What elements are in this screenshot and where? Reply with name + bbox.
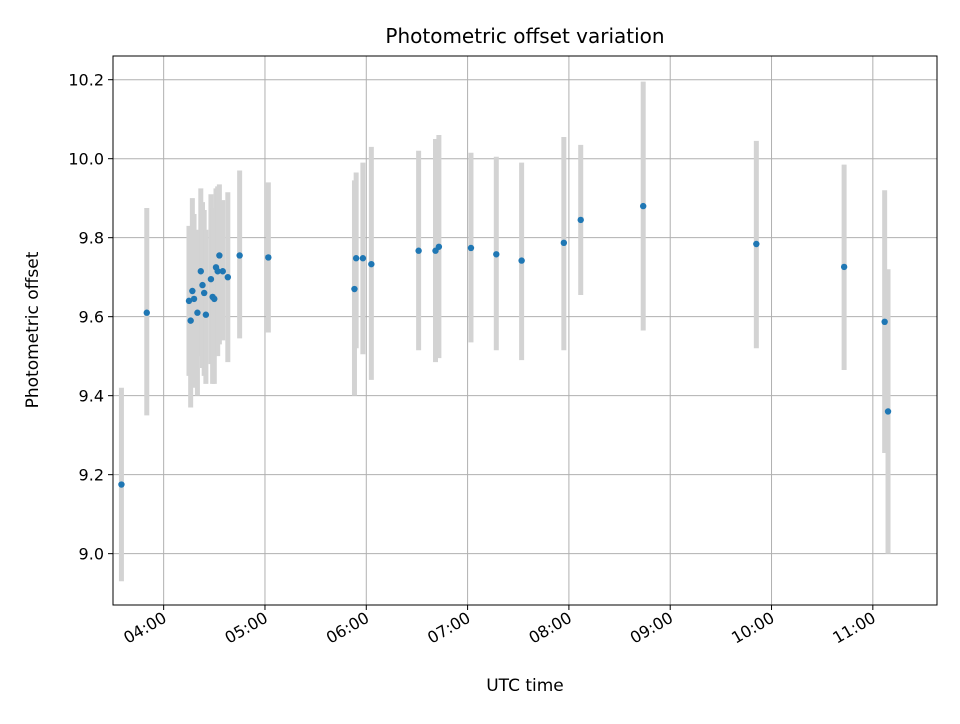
data-point xyxy=(236,252,243,259)
data-point xyxy=(467,244,475,252)
grid-layer xyxy=(113,56,937,605)
data-point xyxy=(199,281,206,289)
data-point xyxy=(216,252,223,259)
data-point xyxy=(884,408,892,415)
y-tick-label: 9.4 xyxy=(79,387,104,406)
data-point xyxy=(143,309,150,316)
data-point xyxy=(352,255,360,262)
data-point xyxy=(840,263,848,271)
data-point xyxy=(207,275,215,283)
plot-frame xyxy=(112,55,938,606)
data-point xyxy=(211,295,218,303)
x-axis-label: UTC time xyxy=(486,676,564,696)
data-point xyxy=(187,317,194,324)
data-point xyxy=(753,240,760,248)
y-tick-label: 9.0 xyxy=(79,545,104,564)
y-tick-layer: 9.0 9.2 9.4 9.6 9.8 10.0 10.2 xyxy=(68,71,113,564)
y-tick-label: 9.6 xyxy=(79,308,104,327)
point-layer xyxy=(118,202,892,488)
y-tick-label: 10.2 xyxy=(68,71,104,90)
data-point xyxy=(194,309,201,316)
data-point xyxy=(415,247,422,254)
data-point xyxy=(265,254,272,261)
data-point xyxy=(881,318,888,326)
data-point xyxy=(185,297,193,305)
data-point xyxy=(351,285,358,293)
y-tick-label: 9.8 xyxy=(79,229,104,248)
data-point xyxy=(435,243,443,250)
data-point xyxy=(190,295,198,303)
data-point xyxy=(189,287,196,295)
data-point xyxy=(493,251,500,258)
data-point xyxy=(518,257,525,264)
data-point xyxy=(639,202,647,210)
data-point xyxy=(214,268,221,275)
data-point xyxy=(224,273,232,281)
y-tick-label: 9.2 xyxy=(79,466,104,485)
chart-title: Photometric offset variation xyxy=(385,24,664,48)
data-point xyxy=(219,268,226,275)
data-point xyxy=(359,255,367,262)
data-point xyxy=(577,216,584,224)
data-point xyxy=(197,268,205,275)
data-point xyxy=(560,239,568,247)
data-point xyxy=(202,311,210,318)
data-point xyxy=(200,289,208,297)
y-axis-label: Photometric offset xyxy=(23,251,43,408)
y-tick-label: 10.0 xyxy=(68,150,104,169)
data-point xyxy=(118,481,125,488)
data-point xyxy=(368,260,375,268)
